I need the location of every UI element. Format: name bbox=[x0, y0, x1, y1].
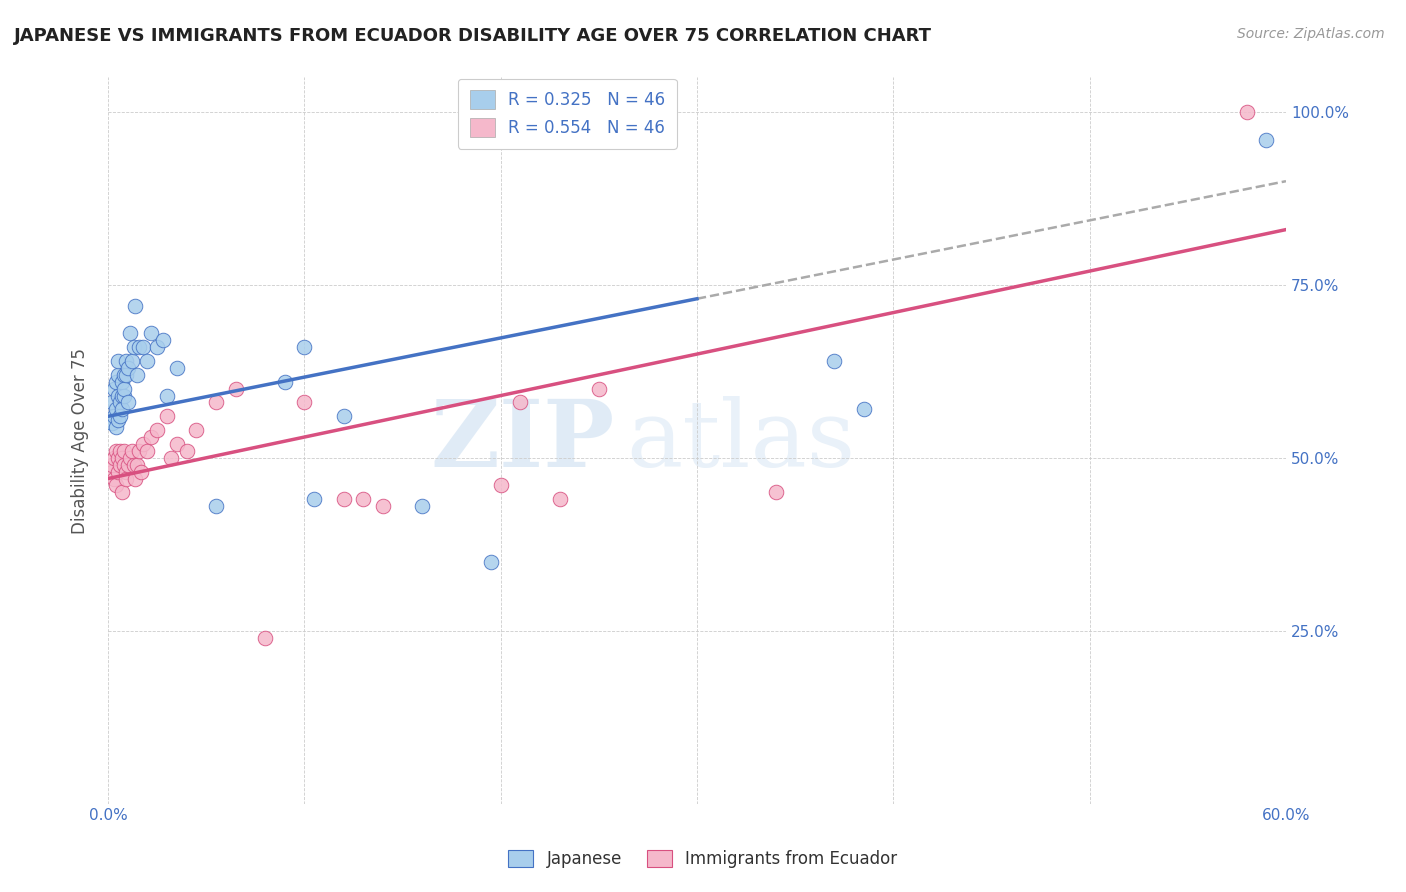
Point bbox=[225, 382, 247, 396]
Point bbox=[118, 450, 141, 465]
Point bbox=[104, 419, 127, 434]
Point bbox=[112, 443, 135, 458]
Point bbox=[101, 458, 124, 472]
Point bbox=[103, 382, 125, 396]
Point bbox=[332, 492, 354, 507]
Point bbox=[166, 360, 188, 375]
Point bbox=[509, 395, 531, 409]
Point bbox=[107, 413, 129, 427]
Point bbox=[136, 443, 159, 458]
Point bbox=[152, 333, 174, 347]
Point bbox=[124, 299, 146, 313]
Point bbox=[101, 465, 124, 479]
Point bbox=[107, 368, 129, 382]
Point bbox=[111, 485, 134, 500]
Point bbox=[112, 458, 135, 472]
Point bbox=[107, 465, 129, 479]
Point bbox=[122, 340, 145, 354]
Point bbox=[124, 472, 146, 486]
Legend: R = 0.325   N = 46, R = 0.554   N = 46: R = 0.325 N = 46, R = 0.554 N = 46 bbox=[458, 78, 676, 149]
Point bbox=[127, 368, 149, 382]
Text: Source: ZipAtlas.com: Source: ZipAtlas.com bbox=[1237, 27, 1385, 41]
Point bbox=[852, 402, 875, 417]
Point bbox=[103, 472, 125, 486]
Point bbox=[112, 382, 135, 396]
Point bbox=[107, 450, 129, 465]
Point bbox=[489, 478, 512, 492]
Point bbox=[117, 360, 139, 375]
Point bbox=[114, 368, 136, 382]
Point bbox=[128, 340, 150, 354]
Point bbox=[108, 443, 131, 458]
Point bbox=[101, 395, 124, 409]
Point bbox=[131, 465, 153, 479]
Y-axis label: Disability Age Over 75: Disability Age Over 75 bbox=[72, 348, 89, 533]
Point bbox=[159, 450, 181, 465]
Point bbox=[141, 430, 163, 444]
Point bbox=[292, 340, 315, 354]
Point bbox=[176, 443, 198, 458]
Point bbox=[146, 423, 169, 437]
Point bbox=[132, 437, 155, 451]
Point bbox=[114, 472, 136, 486]
Point bbox=[103, 409, 125, 424]
Point bbox=[118, 326, 141, 341]
Point bbox=[823, 354, 845, 368]
Point bbox=[156, 409, 179, 424]
Point bbox=[121, 354, 143, 368]
Point bbox=[117, 458, 139, 472]
Point bbox=[107, 388, 129, 402]
Point bbox=[111, 450, 134, 465]
Point bbox=[1256, 133, 1278, 147]
Point bbox=[411, 500, 433, 514]
Point bbox=[107, 354, 129, 368]
Point bbox=[111, 402, 134, 417]
Legend: Japanese, Immigrants from Ecuador: Japanese, Immigrants from Ecuador bbox=[502, 843, 904, 875]
Point bbox=[166, 437, 188, 451]
Text: ZIP: ZIP bbox=[430, 395, 614, 485]
Point bbox=[104, 375, 127, 389]
Point bbox=[765, 485, 787, 500]
Point bbox=[111, 375, 134, 389]
Point bbox=[292, 395, 315, 409]
Point bbox=[332, 409, 354, 424]
Point bbox=[127, 458, 149, 472]
Point bbox=[273, 375, 295, 389]
Point bbox=[352, 492, 374, 507]
Point bbox=[156, 388, 179, 402]
Point bbox=[136, 354, 159, 368]
Point bbox=[114, 465, 136, 479]
Point bbox=[114, 354, 136, 368]
Point bbox=[1236, 105, 1258, 120]
Point bbox=[108, 395, 131, 409]
Point bbox=[112, 368, 135, 382]
Text: atlas: atlas bbox=[626, 395, 855, 485]
Point bbox=[128, 443, 150, 458]
Point bbox=[205, 500, 228, 514]
Point bbox=[101, 416, 124, 430]
Point bbox=[117, 395, 139, 409]
Point bbox=[141, 326, 163, 341]
Point bbox=[103, 450, 125, 465]
Point bbox=[112, 388, 135, 402]
Point bbox=[186, 423, 208, 437]
Point bbox=[479, 555, 502, 569]
Point bbox=[205, 395, 228, 409]
Point bbox=[588, 382, 610, 396]
Point bbox=[254, 631, 277, 645]
Point bbox=[122, 458, 145, 472]
Point bbox=[371, 500, 394, 514]
Point bbox=[121, 443, 143, 458]
Point bbox=[108, 458, 131, 472]
Point bbox=[111, 388, 134, 402]
Text: JAPANESE VS IMMIGRANTS FROM ECUADOR DISABILITY AGE OVER 75 CORRELATION CHART: JAPANESE VS IMMIGRANTS FROM ECUADOR DISA… bbox=[14, 27, 932, 45]
Point bbox=[108, 409, 131, 424]
Point bbox=[132, 340, 155, 354]
Point bbox=[104, 402, 127, 417]
Point bbox=[104, 478, 127, 492]
Point bbox=[146, 340, 169, 354]
Point bbox=[104, 443, 127, 458]
Point bbox=[302, 492, 325, 507]
Point bbox=[548, 492, 571, 507]
